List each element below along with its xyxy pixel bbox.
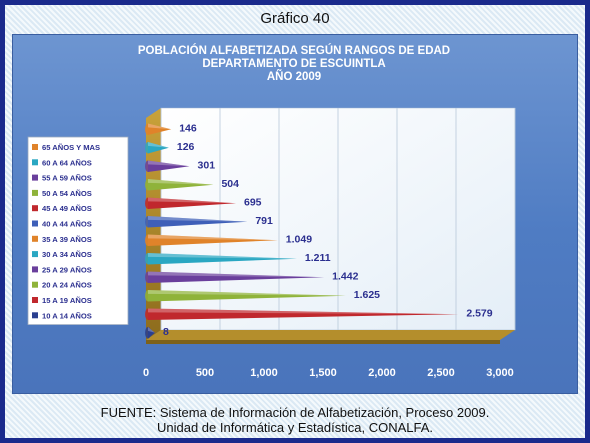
bar — [148, 123, 172, 135]
legend-label: 40 A 44 AÑOS — [42, 220, 92, 229]
bar — [148, 142, 169, 154]
chart-title-line-1: POBLACIÓN ALFABETIZADA SEGÚN RANGOS DE E… — [137, 45, 451, 57]
legend-label: 25 A 29 AÑOS — [42, 265, 92, 274]
value-label: 791 — [255, 215, 273, 227]
bar — [148, 197, 237, 209]
bar-highlight — [148, 253, 297, 259]
bar — [148, 290, 346, 302]
source-note: FUENTE: Sistema de Información de Alfabe… — [0, 405, 590, 435]
bar-highlight — [148, 123, 172, 130]
legend-swatch — [32, 297, 38, 303]
bar-highlight — [148, 234, 278, 241]
legend-swatch — [32, 251, 38, 258]
bar-highlight — [148, 327, 155, 333]
value-label: 1.049 — [286, 233, 312, 245]
x-tick-label: 1,000 — [250, 367, 278, 379]
chart-title: POBLACIÓN ALFABETIZADA SEGÚN RANGOS DE E… — [12, 45, 576, 84]
legend-label: 35 A 39 AÑOS — [42, 235, 92, 244]
bar-highlight — [148, 160, 190, 167]
plot-floor-edge — [146, 340, 500, 344]
bar-highlight — [148, 142, 169, 148]
legend-swatch — [32, 235, 38, 242]
legend-label: 30 A 34 AÑOS — [42, 250, 92, 259]
value-label: 301 — [198, 159, 216, 171]
chart-title-line-3: AÑO 2009 — [266, 71, 322, 83]
legend-swatch — [32, 220, 38, 227]
x-tick-label: 500 — [196, 367, 214, 379]
legend-label: 55 A 59 AÑOS — [42, 174, 92, 183]
bar — [148, 253, 297, 265]
bar-highlight — [148, 271, 325, 278]
bar-highlight — [148, 290, 346, 296]
x-tick-label: 0 — [143, 367, 149, 379]
legend-label: 65 AÑOS Y MAS — [42, 143, 100, 152]
legend-swatch — [32, 205, 38, 212]
legend-swatch — [32, 281, 38, 288]
value-label: 1.442 — [332, 270, 358, 282]
bar — [148, 216, 248, 228]
value-label: 146 — [179, 122, 197, 134]
legend: 65 AÑOS Y MAS 60 A 64 AÑOS 55 A 59 AÑOS 50 … — [27, 136, 129, 326]
x-tick-label: 2,500 — [427, 367, 455, 379]
plot-floor — [146, 330, 515, 340]
value-label: 1.625 — [354, 289, 380, 301]
value-label: 1.211 — [305, 252, 331, 264]
bar — [148, 327, 155, 339]
legend-label: 45 A 49 AÑOS — [42, 204, 92, 213]
legend-swatch — [32, 159, 38, 166]
legend-label: 15 A 19 AÑOS — [42, 296, 92, 305]
bar-highlight — [148, 308, 459, 315]
bar — [148, 308, 459, 320]
figure-title: Gráfico 40 — [260, 10, 330, 27]
bar — [148, 160, 190, 172]
bar — [148, 234, 278, 246]
value-label: 126 — [177, 141, 195, 153]
legend-label: 10 A 14 AÑOS — [42, 311, 92, 320]
bars — [145, 123, 459, 339]
x-tick-label: 3,000 — [486, 367, 514, 379]
source-line-2: Unidad de Informática y Estadística, CON… — [156, 420, 433, 435]
bar — [148, 179, 214, 191]
legend-swatch — [32, 174, 38, 181]
x-tick-label: 1,500 — [309, 367, 337, 379]
bar-highlight — [148, 216, 248, 222]
value-label: 695 — [244, 196, 262, 208]
legend-box — [27, 136, 129, 326]
legend-label: 20 A 24 AÑOS — [42, 281, 92, 290]
legend-swatch — [32, 144, 38, 150]
bar — [148, 271, 325, 283]
legend-label: 50 A 54 AÑOS — [42, 189, 92, 198]
bar-highlight — [148, 179, 214, 185]
legend-swatch — [32, 266, 38, 273]
x-tick-labels: 0 500 1,000 1,500 2,000 2,500 3,000 — [143, 367, 514, 379]
chart-title-line-2: DEPARTAMENTO DE ESCUINTLA — [202, 58, 386, 70]
bar-highlight — [148, 197, 237, 204]
legend-label: 60 A 64 AÑOS — [42, 158, 92, 167]
legend-swatch — [32, 189, 38, 196]
value-label: 8 — [163, 326, 169, 338]
value-label: 2.579 — [466, 307, 492, 319]
source-line-1: FUENTE: Sistema de Información de Alfabe… — [100, 405, 490, 420]
x-tick-label: 2,000 — [368, 367, 396, 379]
legend-swatch — [32, 312, 38, 319]
plot-background — [146, 107, 516, 344]
value-label: 504 — [221, 178, 239, 190]
